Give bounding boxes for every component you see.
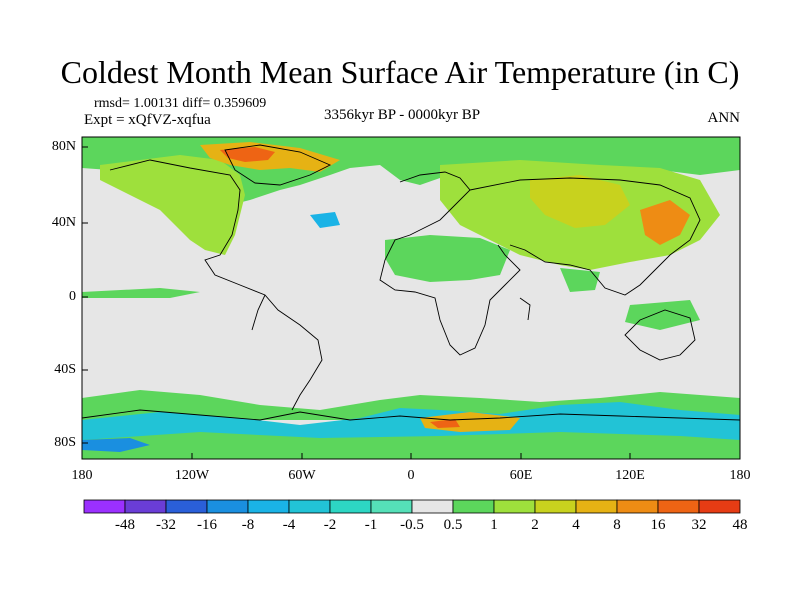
colorbar-label: -2: [310, 517, 350, 534]
colorbar-box: [412, 500, 453, 513]
colorbar-box: [371, 500, 412, 513]
colorbar-label: -8: [228, 517, 268, 534]
colorbar-label: 32: [679, 517, 719, 534]
colorbar-label: -1: [351, 517, 391, 534]
colorbar-label: -48: [105, 517, 145, 534]
colorbar-box: [289, 500, 330, 513]
colorbar-box: [699, 500, 740, 513]
colorbar-label: 4: [556, 517, 596, 534]
colorbar-box: [576, 500, 617, 513]
colorbar-box: [125, 500, 166, 513]
colorbar-box: [248, 500, 289, 513]
colorbar-box: [658, 500, 699, 513]
colorbar-label: -0.5: [392, 517, 432, 534]
colorbar-box: [453, 500, 494, 513]
colorbar-box: [617, 500, 658, 513]
colorbar-label: 16: [638, 517, 678, 534]
colorbar-box: [84, 500, 125, 513]
colorbar-label: 8: [597, 517, 637, 534]
colorbar-label: 48: [720, 517, 760, 534]
colorbar-label: 0.5: [433, 517, 473, 534]
colorbar-label: -32: [146, 517, 186, 534]
colorbar-box: [535, 500, 576, 513]
colorbar-label: -16: [187, 517, 227, 534]
colorbar-box: [166, 500, 207, 513]
colorbar-box: [207, 500, 248, 513]
colorbar-label: -4: [269, 517, 309, 534]
colorbar-box: [330, 500, 371, 513]
colorbar-label: 1: [474, 517, 514, 534]
colorbar-label: 2: [515, 517, 555, 534]
colorbar-box: [494, 500, 535, 513]
